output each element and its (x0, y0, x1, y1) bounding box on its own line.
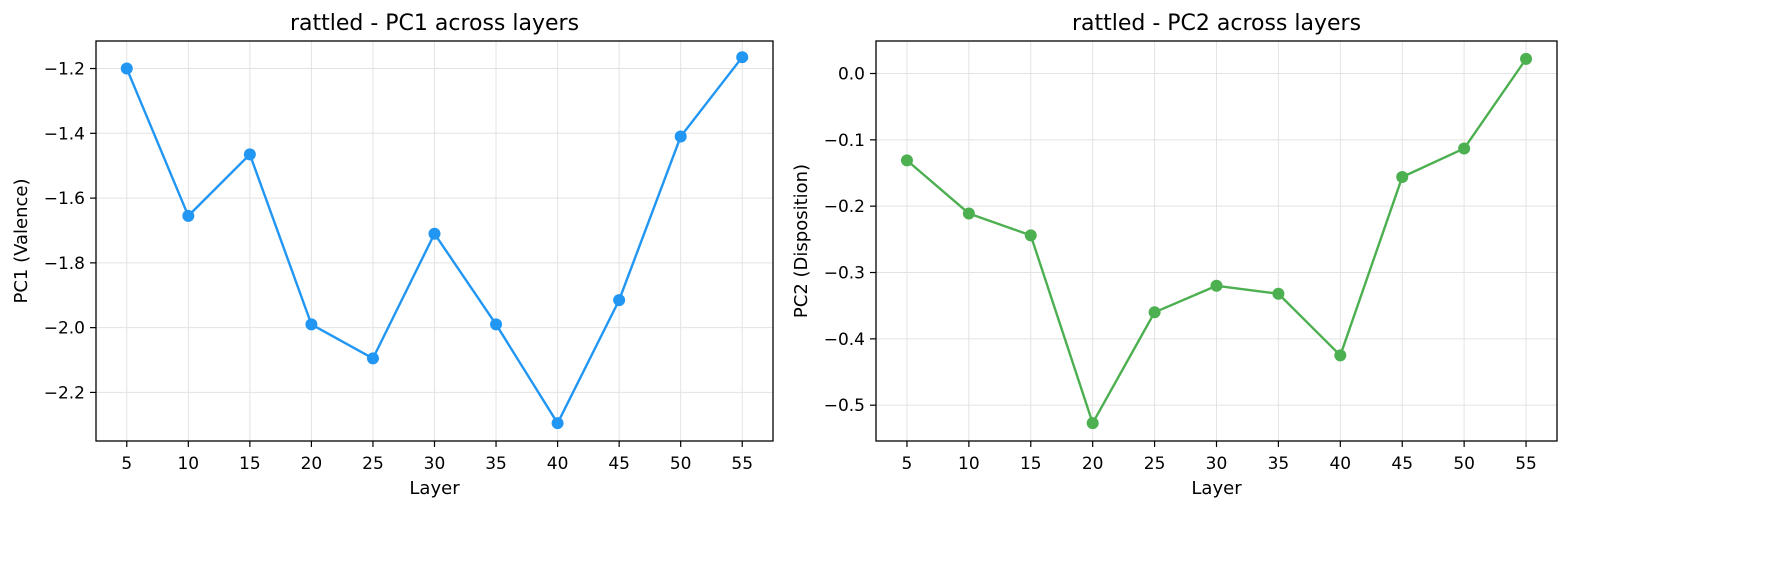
pc2-y-tick-label: −0.4 (824, 330, 865, 350)
pc2-x-axis-label: Layer (1191, 478, 1242, 499)
pc2-grid (876, 41, 1557, 441)
pc1-x-tick-label: 30 (424, 454, 446, 474)
pc2-y-tick-label: 0.0 (838, 65, 865, 85)
pc2-data-point (1396, 170, 1409, 183)
pc2-y-axis-label: PC2 (Disposition) (791, 164, 812, 318)
pc1-y-tick-label: −1.4 (44, 124, 85, 144)
pc1-data-point (243, 148, 256, 161)
pc2-chart: rattled - PC2 across layers Layer PC2 (D… (791, 11, 1558, 499)
pc2-x-tick-label: 45 (1391, 454, 1413, 474)
pc2-data-point (1024, 229, 1037, 242)
pc1-x-tick-label: 35 (485, 454, 507, 474)
pc2-data-point (1148, 306, 1161, 319)
pc1-data-point (428, 227, 441, 240)
pc1-data-point (182, 209, 195, 222)
pc1-x-tick-label: 45 (608, 454, 630, 474)
pc2-x-tick-label: 50 (1453, 454, 1475, 474)
pc2-y-tick-label: −0.3 (824, 264, 865, 284)
pc1-grid (96, 41, 773, 441)
pc2-x-tick-label: 25 (1144, 454, 1166, 474)
pc1-y-tick-label: −1.6 (44, 189, 85, 209)
pc2-chart-title: rattled - PC2 across layers (1072, 11, 1361, 36)
pc1-data-point (551, 417, 564, 430)
pc2-data-point (1458, 142, 1471, 155)
pc1-x-tick-label: 40 (547, 454, 569, 474)
pc1-y-axis-label: PC1 (Valence) (11, 178, 32, 303)
pc2-data-point (1210, 279, 1223, 292)
pc2-x-tick-label: 10 (958, 454, 980, 474)
pc2-data-point (1272, 287, 1285, 300)
pc1-x-tick-label: 20 (301, 454, 323, 474)
pc1-x-axis-label: Layer (409, 478, 460, 499)
pc2-data-point (1086, 417, 1099, 430)
pc1-x-tick-label: 25 (362, 454, 384, 474)
pc2-y-tick-label: −0.1 (824, 131, 865, 151)
pc2-data-point (962, 207, 975, 220)
pc1-y-tick-label: −1.8 (44, 254, 85, 274)
pc2-y-tick-label: −0.2 (824, 197, 865, 217)
pc1-y-tick-label: −2.2 (44, 383, 85, 403)
pc1-chart: rattled - PC1 across layers Layer PC1 (V… (11, 11, 774, 499)
pc2-x-tick-label: 55 (1515, 454, 1537, 474)
pc1-data-point (305, 318, 318, 331)
pc2-data-point (1334, 349, 1347, 362)
pc1-x-tick-label: 15 (239, 454, 261, 474)
pc1-y-tick-label: −2.0 (44, 319, 85, 339)
pc1-y-tick-label: −1.2 (44, 60, 85, 80)
pc2-data-point (1520, 52, 1533, 65)
pc1-data-point (490, 318, 503, 331)
pc1-x-tick-label: 55 (731, 454, 753, 474)
pc2-x-tick-label: 40 (1329, 454, 1351, 474)
pc1-data-point (674, 130, 687, 143)
pc1-data-point (736, 51, 749, 64)
pc2-x-tick-label: 15 (1020, 454, 1042, 474)
pc2-x-tick-label: 5 (902, 454, 913, 474)
pc2-data-point (900, 154, 913, 167)
pc1-x-tick-label: 50 (670, 454, 692, 474)
pc1-chart-title: rattled - PC1 across layers (290, 11, 579, 36)
pc2-x-tick-label: 30 (1206, 454, 1228, 474)
pc2-y-tick-label: −0.5 (824, 396, 865, 416)
pc1-data-point (120, 62, 133, 75)
pc1-x-tick-label: 10 (177, 454, 199, 474)
pc1-data-point (366, 352, 379, 365)
pc1-data-point (613, 294, 626, 307)
pc2-x-tick-label: 20 (1082, 454, 1104, 474)
pc2-x-tick-label: 35 (1268, 454, 1290, 474)
pc1-x-tick-label: 5 (121, 454, 132, 474)
